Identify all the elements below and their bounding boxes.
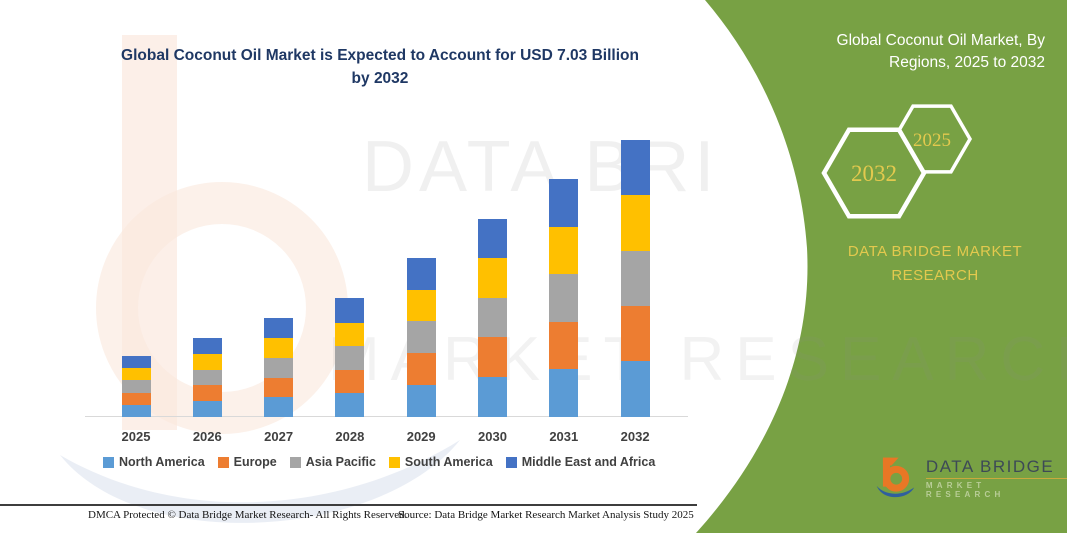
dmca-notice: DMCA Protected © Data Bridge Market Rese… — [88, 509, 408, 521]
bar-segment — [335, 298, 365, 323]
x-axis-label: 2025 — [121, 429, 151, 444]
bar-segment — [192, 337, 222, 354]
source-note: Source: Data Bridge Market Research Mark… — [398, 509, 694, 521]
stacked-bar-2032 — [620, 139, 650, 417]
legend-label: Europe — [233, 455, 277, 469]
bar-segment — [478, 297, 507, 338]
legend-swatch — [388, 456, 400, 468]
logo-divider — [925, 477, 1067, 480]
bar-segment — [549, 273, 579, 322]
data-bridge-logo-icon — [876, 457, 915, 498]
watermark-text-1: DATA BRI — [362, 127, 720, 207]
x-axis-label: 2032 — [620, 429, 650, 444]
legend-item: South America — [388, 455, 493, 469]
x-axis-label: 2029 — [406, 429, 436, 444]
bar-segment — [264, 338, 294, 358]
x-axis-label: 2027 — [264, 429, 294, 444]
bar-segment — [478, 337, 507, 378]
bar-segment — [192, 353, 222, 370]
legend-item: Asia Pacific — [289, 455, 376, 469]
panel-title: Global Coconut Oil Market, By Regions, 2… — [836, 32, 1045, 71]
watermark-text-2: MARKET RESEARCH — [328, 325, 1067, 394]
chart-title: Global Coconut Oil Market is Expected to… — [121, 47, 639, 87]
legend-item: North America — [103, 455, 205, 469]
bar-segment — [335, 322, 365, 347]
legend-label: Middle East and Africa — [521, 455, 656, 469]
bar-segment — [406, 321, 436, 354]
bar-segment — [335, 346, 365, 370]
bar-segment — [478, 377, 507, 417]
bar-segment — [264, 357, 294, 378]
bar-segment — [121, 380, 151, 393]
legend-swatch — [505, 456, 517, 468]
logo-text: DATA BRIDGE MARKET RESEARCH — [925, 456, 1067, 500]
bar-segment — [406, 385, 436, 417]
company-logo: DATA BRIDGE MARKET RESEARCH — [872, 452, 1067, 504]
bar-segment — [620, 305, 650, 362]
bar-segment — [620, 250, 650, 306]
bar-segment — [335, 369, 365, 394]
bar-segment — [121, 404, 151, 417]
stacked-bar-2027 — [264, 318, 294, 417]
green-panel-shape — [696, 0, 1067, 533]
chart-legend: North America Europe Asia Pacific South Ame… — [103, 455, 655, 469]
legend-swatch — [289, 456, 301, 468]
bar-segment — [121, 392, 151, 405]
bar-segment — [192, 385, 222, 402]
legend-label: South America — [404, 455, 493, 469]
bar-segment — [620, 139, 650, 196]
x-axis-label: 2026 — [192, 429, 222, 444]
legend-item: Middle East and Africa — [505, 455, 656, 469]
bar-segment — [620, 195, 650, 251]
x-axis-label: 2028 — [335, 429, 365, 444]
bar-segment — [264, 377, 294, 398]
stacked-bar-2030 — [478, 218, 507, 417]
stacked-bar-2029 — [406, 258, 436, 417]
bar-segment — [121, 356, 151, 369]
logo-subtitle: MARKET RESEARCH — [925, 481, 1005, 500]
bar-segment — [192, 401, 222, 417]
legend-swatch — [103, 456, 114, 468]
x-axis-label: 2031 — [549, 429, 579, 444]
bar-segment — [264, 397, 294, 417]
bar-segment — [549, 179, 579, 227]
stacked-bar-2028 — [335, 298, 365, 417]
brand-text: DATA BRIDGE MARKET RESEARCH — [847, 243, 1023, 284]
logo-title: DATA BRIDGE — [925, 456, 1055, 476]
stacked-bar-2025 — [121, 356, 151, 417]
bar-segment — [406, 289, 436, 322]
bar-segment — [549, 321, 579, 370]
bar-segment — [620, 361, 650, 417]
bar-segment — [406, 258, 436, 290]
bar-segment — [406, 353, 436, 386]
stacked-bar-2031 — [549, 179, 579, 417]
legend-label: North America — [119, 455, 205, 469]
stacked-bar-2026 — [192, 337, 222, 417]
bar-segment — [549, 226, 579, 274]
x-axis-label: 2030 — [478, 429, 507, 444]
bar-segment — [478, 258, 507, 298]
bar-segment — [192, 369, 222, 386]
footer-divider — [0, 504, 697, 506]
legend-item: Europe — [217, 455, 277, 469]
bar-segment — [264, 318, 294, 339]
bar-segment — [478, 218, 507, 259]
bar-segment — [335, 393, 365, 417]
bar-segment — [121, 368, 151, 381]
legend-label: Asia Pacific — [305, 455, 376, 469]
bar-segment — [549, 369, 579, 417]
legend-swatch — [217, 456, 229, 468]
x-axis-line — [85, 416, 688, 417]
